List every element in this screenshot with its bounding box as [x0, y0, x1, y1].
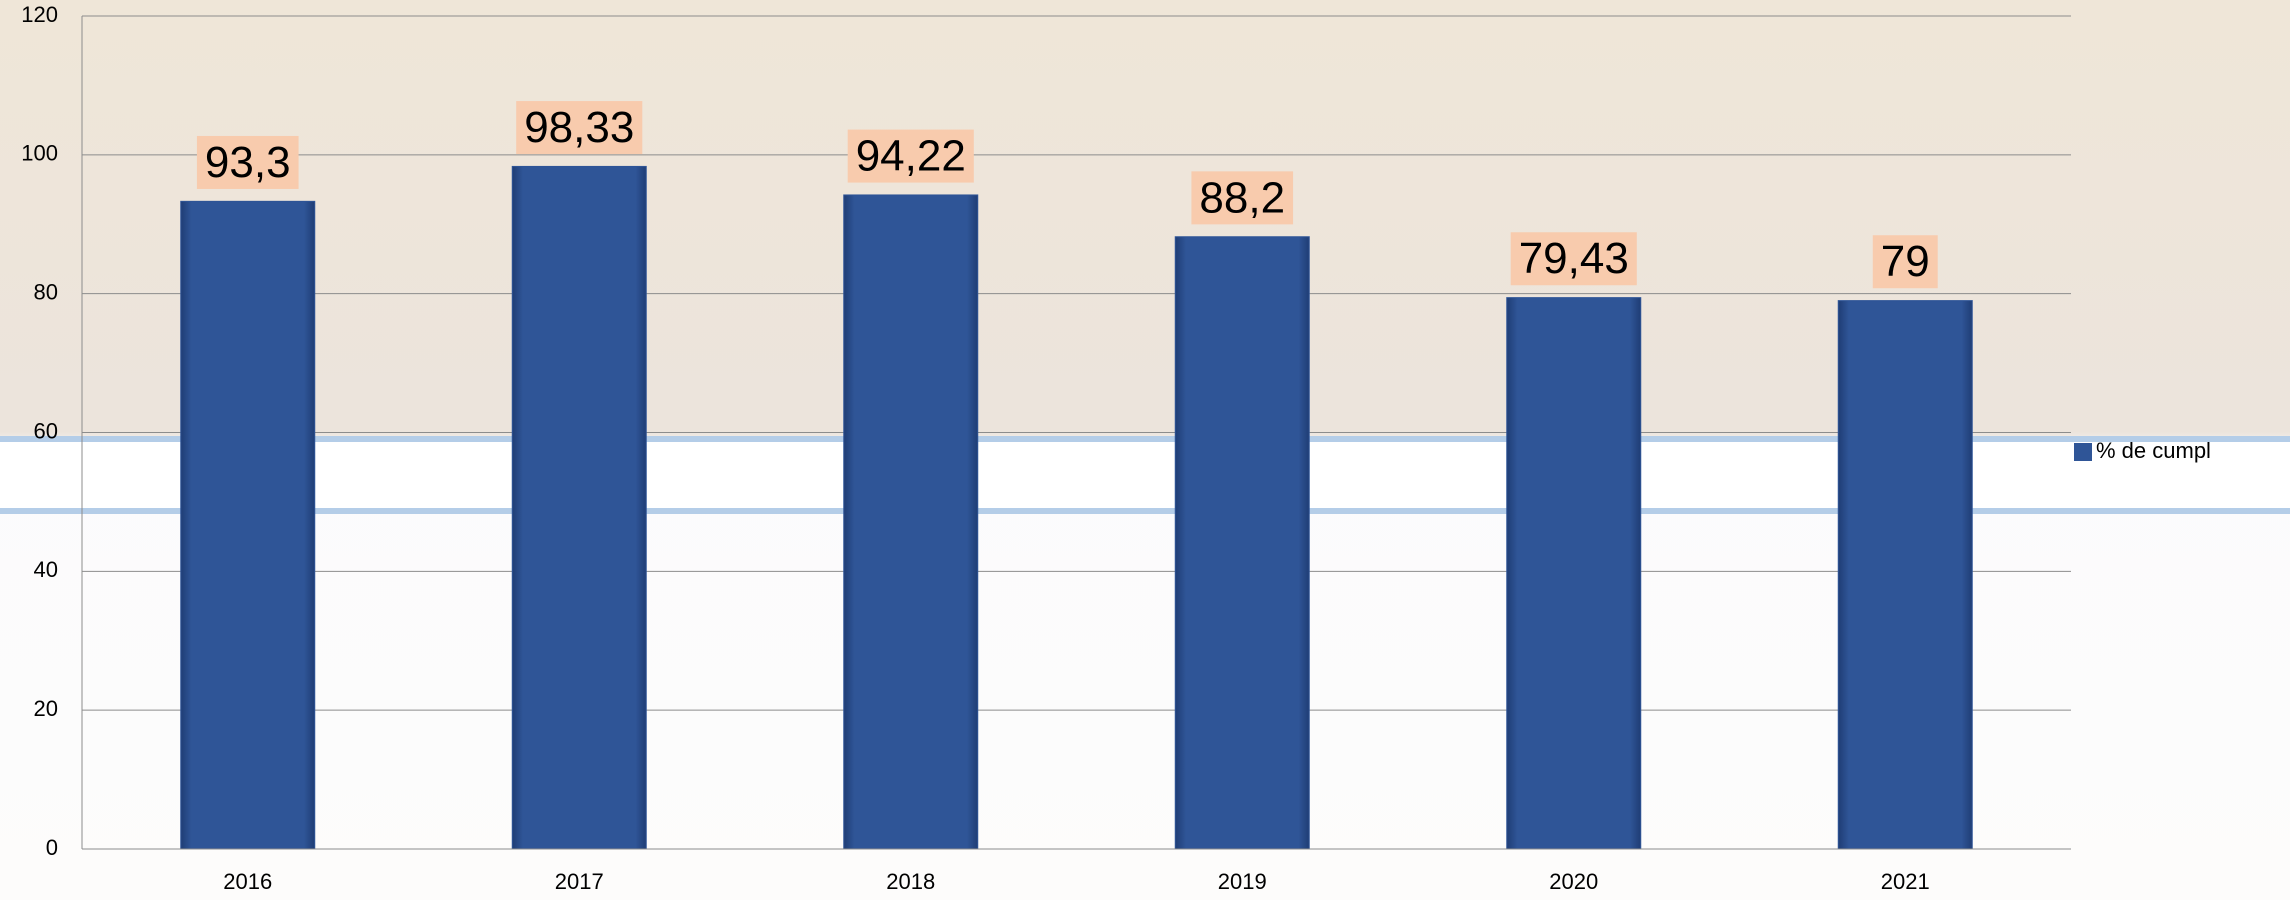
y-tick-label: 40 [34, 557, 58, 582]
bar [1175, 237, 1309, 849]
value-label: 94,22 [856, 132, 966, 181]
x-tick-label: 2021 [1881, 869, 1930, 894]
value-label: 79,43 [1519, 234, 1629, 283]
chart: 0 20 40 60 80 100 120 2016 2017 2018 2019 2020 2021 9… [0, 0, 2290, 900]
value-label: 88,2 [1199, 173, 1285, 222]
y-tick-label: 0 [46, 835, 58, 860]
bar [512, 166, 646, 849]
y-tick-label: 80 [34, 279, 58, 304]
legend-swatch [2074, 443, 2092, 461]
y-tick-label: 20 [34, 696, 58, 721]
bar [1838, 301, 1972, 849]
value-label: 79 [1881, 237, 1930, 286]
x-tick-label: 2020 [1549, 869, 1598, 894]
bar [844, 195, 978, 849]
legend-label: % de cumpl [2096, 438, 2211, 463]
value-label: 98,33 [524, 103, 634, 152]
y-tick-label: 120 [21, 2, 58, 27]
y-tick-label: 100 [21, 141, 58, 166]
y-tick-label: 60 [34, 418, 58, 443]
x-tick-label: 2016 [223, 869, 272, 894]
value-label: 93,3 [205, 138, 291, 187]
bar [1507, 298, 1641, 849]
x-tick-label: 2018 [886, 869, 935, 894]
x-tick-label: 2019 [1218, 869, 1267, 894]
x-tick-label: 2017 [555, 869, 604, 894]
bar [181, 201, 315, 849]
